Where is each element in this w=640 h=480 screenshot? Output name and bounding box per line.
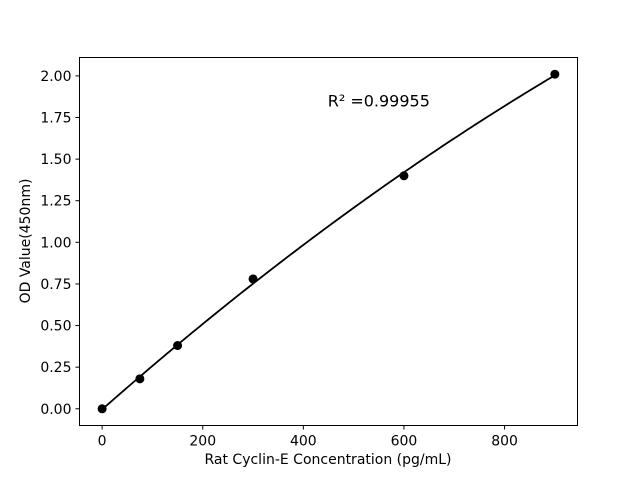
fit-curve <box>101 74 556 411</box>
data-point <box>399 171 409 181</box>
y-tick-label: 0.50 <box>40 319 71 335</box>
y-tick-label: 1.50 <box>40 152 71 168</box>
y-tick-label: 0.00 <box>40 402 71 418</box>
y-tick-label: 2.00 <box>40 69 71 85</box>
y-tick-label: 0.25 <box>40 360 71 376</box>
plot-border <box>79 57 578 426</box>
x-tick-label: 200 <box>189 434 216 450</box>
y-tick-label: 1.75 <box>40 111 71 127</box>
x-tick-label: 800 <box>491 434 518 450</box>
x-tick-label: 600 <box>391 434 418 450</box>
data-point <box>248 274 258 284</box>
x-tick-label: 0 <box>98 434 107 450</box>
x-axis-label: Rat Cyclin-E Concentration (pg/mL) <box>204 452 452 468</box>
data-point <box>173 341 183 351</box>
y-tick-label: 0.75 <box>40 277 71 293</box>
data-point <box>97 404 107 414</box>
r-squared-annotation: R² =0.99955 <box>327 91 430 111</box>
data-point <box>550 69 560 79</box>
y-axis-label: OD Value(450nm) <box>18 178 34 304</box>
y-tick-label: 1.25 <box>40 194 71 210</box>
x-tick-label: 400 <box>290 434 317 450</box>
data-point <box>135 374 145 384</box>
y-tick-label: 1.00 <box>40 235 71 251</box>
